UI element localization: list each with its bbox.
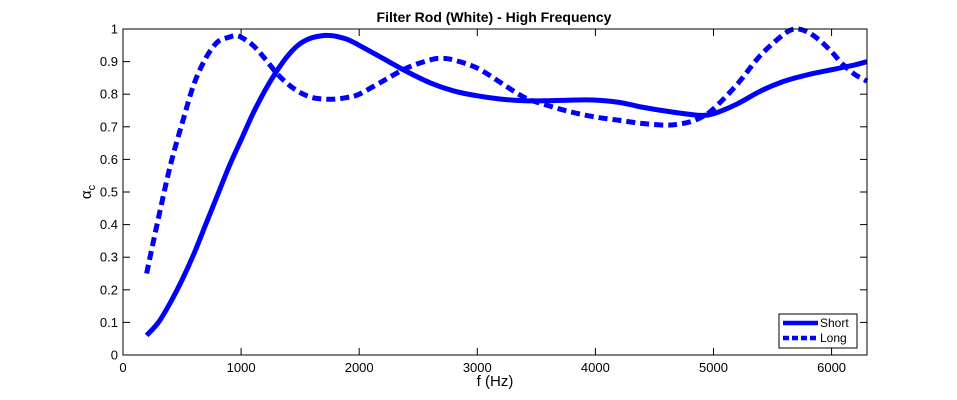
series-line-short: [144, 32, 868, 338]
x-tick-label: 5000: [699, 360, 728, 375]
y-tick-label: 0.8: [100, 87, 118, 102]
legend-label-short: Short: [820, 316, 849, 330]
x-tick-label: 4000: [581, 360, 610, 375]
y-axis: 0 0.1 0.2 0.3 0.4 0.5 0.6 0.7 0.8 0.9 1: [100, 22, 867, 363]
y-axis-label: α: [78, 190, 95, 199]
x-tick-label: 3000: [463, 360, 492, 375]
y-tick-label: 0.4: [100, 217, 118, 232]
x-tick-label: 2000: [345, 360, 374, 375]
x-tick-label: 6000: [817, 360, 846, 375]
y-tick-label: 0.1: [100, 315, 118, 330]
x-tick-label: 0: [119, 360, 126, 375]
y-tick-label: 1: [111, 22, 118, 37]
y-tick-label: 0.7: [100, 119, 118, 134]
y-tick-label: 0.3: [100, 250, 118, 265]
series-line-long: [144, 26, 869, 275]
legend: Short Long: [778, 313, 858, 349]
svg-text:αc: αc: [78, 184, 98, 199]
y-tick-label: 0.2: [100, 282, 118, 297]
y-tick-label: 0.9: [100, 54, 118, 69]
x-axis: 0 1000 2000 3000 4000 5000 6000: [119, 29, 846, 375]
legend-box: [778, 313, 858, 349]
series-group: [144, 26, 869, 338]
y-tick-label: 0: [111, 348, 118, 363]
x-tick-label: 1000: [227, 360, 256, 375]
plot-area-frame: [122, 28, 868, 356]
x-axis-label: f (Hz): [477, 373, 514, 390]
y-tick-label: 0.6: [100, 152, 118, 167]
chart-title: Filter Rod (White) - High Frequency: [377, 9, 612, 25]
y-tick-label: 0.5: [100, 185, 118, 200]
y-axis-label-group: αc: [78, 184, 98, 199]
y-axis-label-subscript: c: [86, 184, 98, 190]
legend-label-long: Long: [820, 331, 847, 345]
